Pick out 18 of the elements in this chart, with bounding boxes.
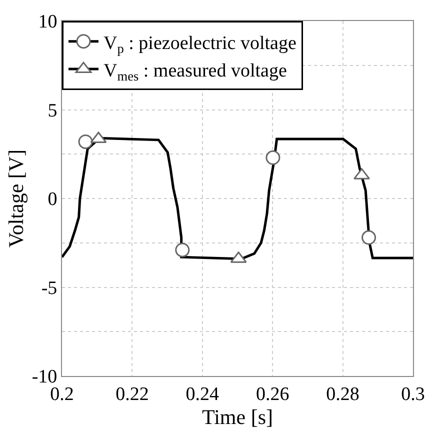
x-axis-title: Time [s] <box>202 404 273 429</box>
y-axis-title: Voltage [V] <box>4 149 28 248</box>
y-tick-label: 5 <box>48 100 58 122</box>
point <box>362 230 376 245</box>
x-tick-label: 0.24 <box>186 384 220 405</box>
point <box>90 132 107 144</box>
x-tick-label: 0.28 <box>326 384 360 405</box>
point <box>78 134 93 149</box>
x-tick-label: 0.22 <box>116 384 149 405</box>
x-tick-label: 0.3 <box>401 384 425 405</box>
legend-label: V$_{mes}$ : measured voltage <box>104 60 287 84</box>
y-tick-label: -5 <box>41 278 58 299</box>
point <box>266 150 280 165</box>
y-tick-label: 0 <box>48 189 58 210</box>
legend-label: V$_{p}$ : piezoelectric voltage <box>104 32 296 56</box>
x-tick-label: 0.26 <box>256 384 290 405</box>
point <box>175 242 190 258</box>
y-tick-label: 10 <box>38 12 58 33</box>
